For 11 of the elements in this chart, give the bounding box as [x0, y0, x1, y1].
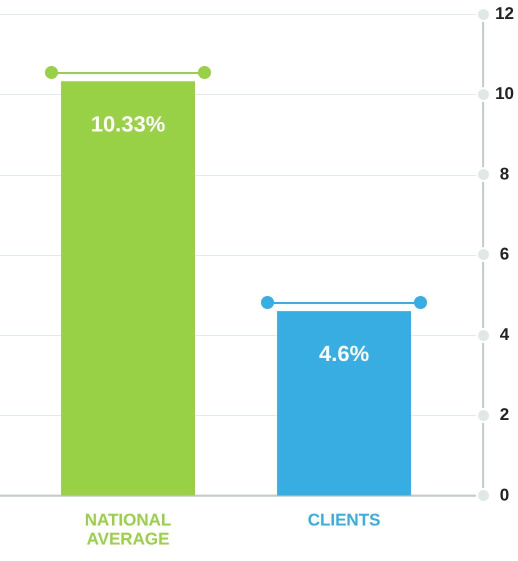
y-tick-label: 12	[495, 4, 514, 23]
y-tick-label: 4	[500, 324, 510, 344]
y-tick-label: 0	[500, 485, 510, 504]
x-tick-label: CLIENTS	[308, 510, 380, 530]
y-tick-label: 2	[500, 405, 510, 424]
x-tick-label: NATIONAL AVERAGE	[84, 510, 172, 548]
y-tick-label: 8	[500, 164, 510, 184]
data-label: 4.6%	[318, 341, 370, 366]
y-tick-label: 6	[500, 244, 510, 264]
y-tick-label: 10	[495, 84, 514, 104]
data-label: 10.33%	[90, 111, 166, 136]
